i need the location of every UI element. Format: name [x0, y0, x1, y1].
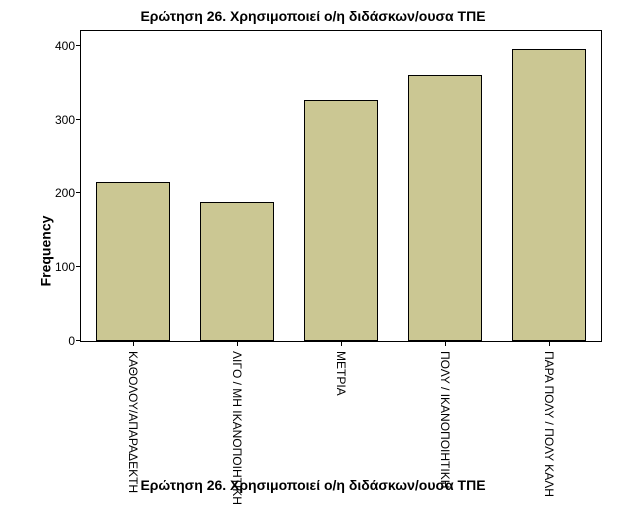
- x-tick-label: ΠΟΛΥ / ΙΚΑΝΟΠΟΙΗΤΙΚΗ: [438, 351, 452, 488]
- chart-container: Ερώτηση 26. Χρησιμοποιεί ο/η διδάσκων/ου…: [0, 0, 626, 501]
- plot-area: 0100200300400ΚΑΘΟΛΟΥ/ΑΠΑΡΑΔΕΚΤΗΛΙΓΟ / ΜΗ…: [80, 30, 602, 342]
- y-tick-mark: [76, 119, 81, 120]
- bar: [200, 202, 275, 341]
- bar: [512, 49, 587, 341]
- bar: [408, 75, 483, 341]
- chart-caption: Ερώτηση 26. Χρησιμοποιεί ο/η διδάσκων/ου…: [0, 477, 626, 493]
- x-tick-mark: [341, 341, 342, 346]
- y-tick-label: 0: [68, 334, 81, 348]
- y-axis-label: Frequency: [37, 215, 53, 286]
- y-tick-mark: [76, 45, 81, 46]
- chart-title: Ερώτηση 26. Χρησιμοποιεί ο/η διδάσκων/ου…: [0, 8, 626, 24]
- x-tick-mark: [445, 341, 446, 346]
- bar: [304, 100, 379, 341]
- x-tick-mark: [549, 341, 550, 346]
- x-tick-label: ΚΑΘΟΛΟΥ/ΑΠΑΡΑΔΕΚΤΗ: [126, 351, 140, 493]
- y-tick-mark: [76, 266, 81, 267]
- y-tick-mark: [76, 340, 81, 341]
- x-tick-mark: [237, 341, 238, 346]
- y-tick-mark: [76, 192, 81, 193]
- y-tick-label: 300: [55, 113, 81, 127]
- bar: [96, 182, 171, 341]
- y-tick-label: 400: [55, 39, 81, 53]
- x-tick-mark: [133, 341, 134, 346]
- x-tick-label: ΠΑΡΑ ΠΟΛΥ / ΠΟΛΥ ΚΑΛΗ: [542, 351, 556, 497]
- y-tick-label: 100: [55, 260, 81, 274]
- x-tick-label: ΜΕΤΡΙΑ: [334, 351, 348, 396]
- y-tick-label: 200: [55, 186, 81, 200]
